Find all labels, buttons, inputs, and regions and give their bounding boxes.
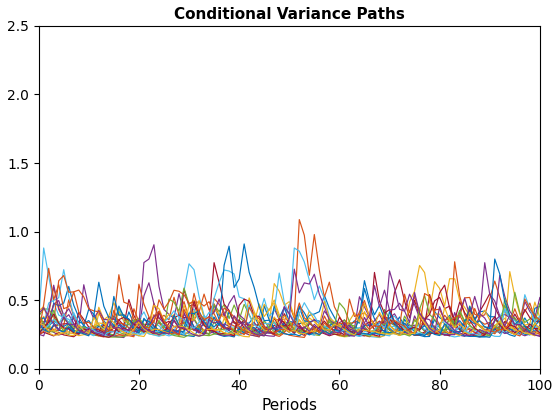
X-axis label: Periods: Periods: [262, 398, 318, 413]
Title: Conditional Variance Paths: Conditional Variance Paths: [174, 7, 405, 22]
